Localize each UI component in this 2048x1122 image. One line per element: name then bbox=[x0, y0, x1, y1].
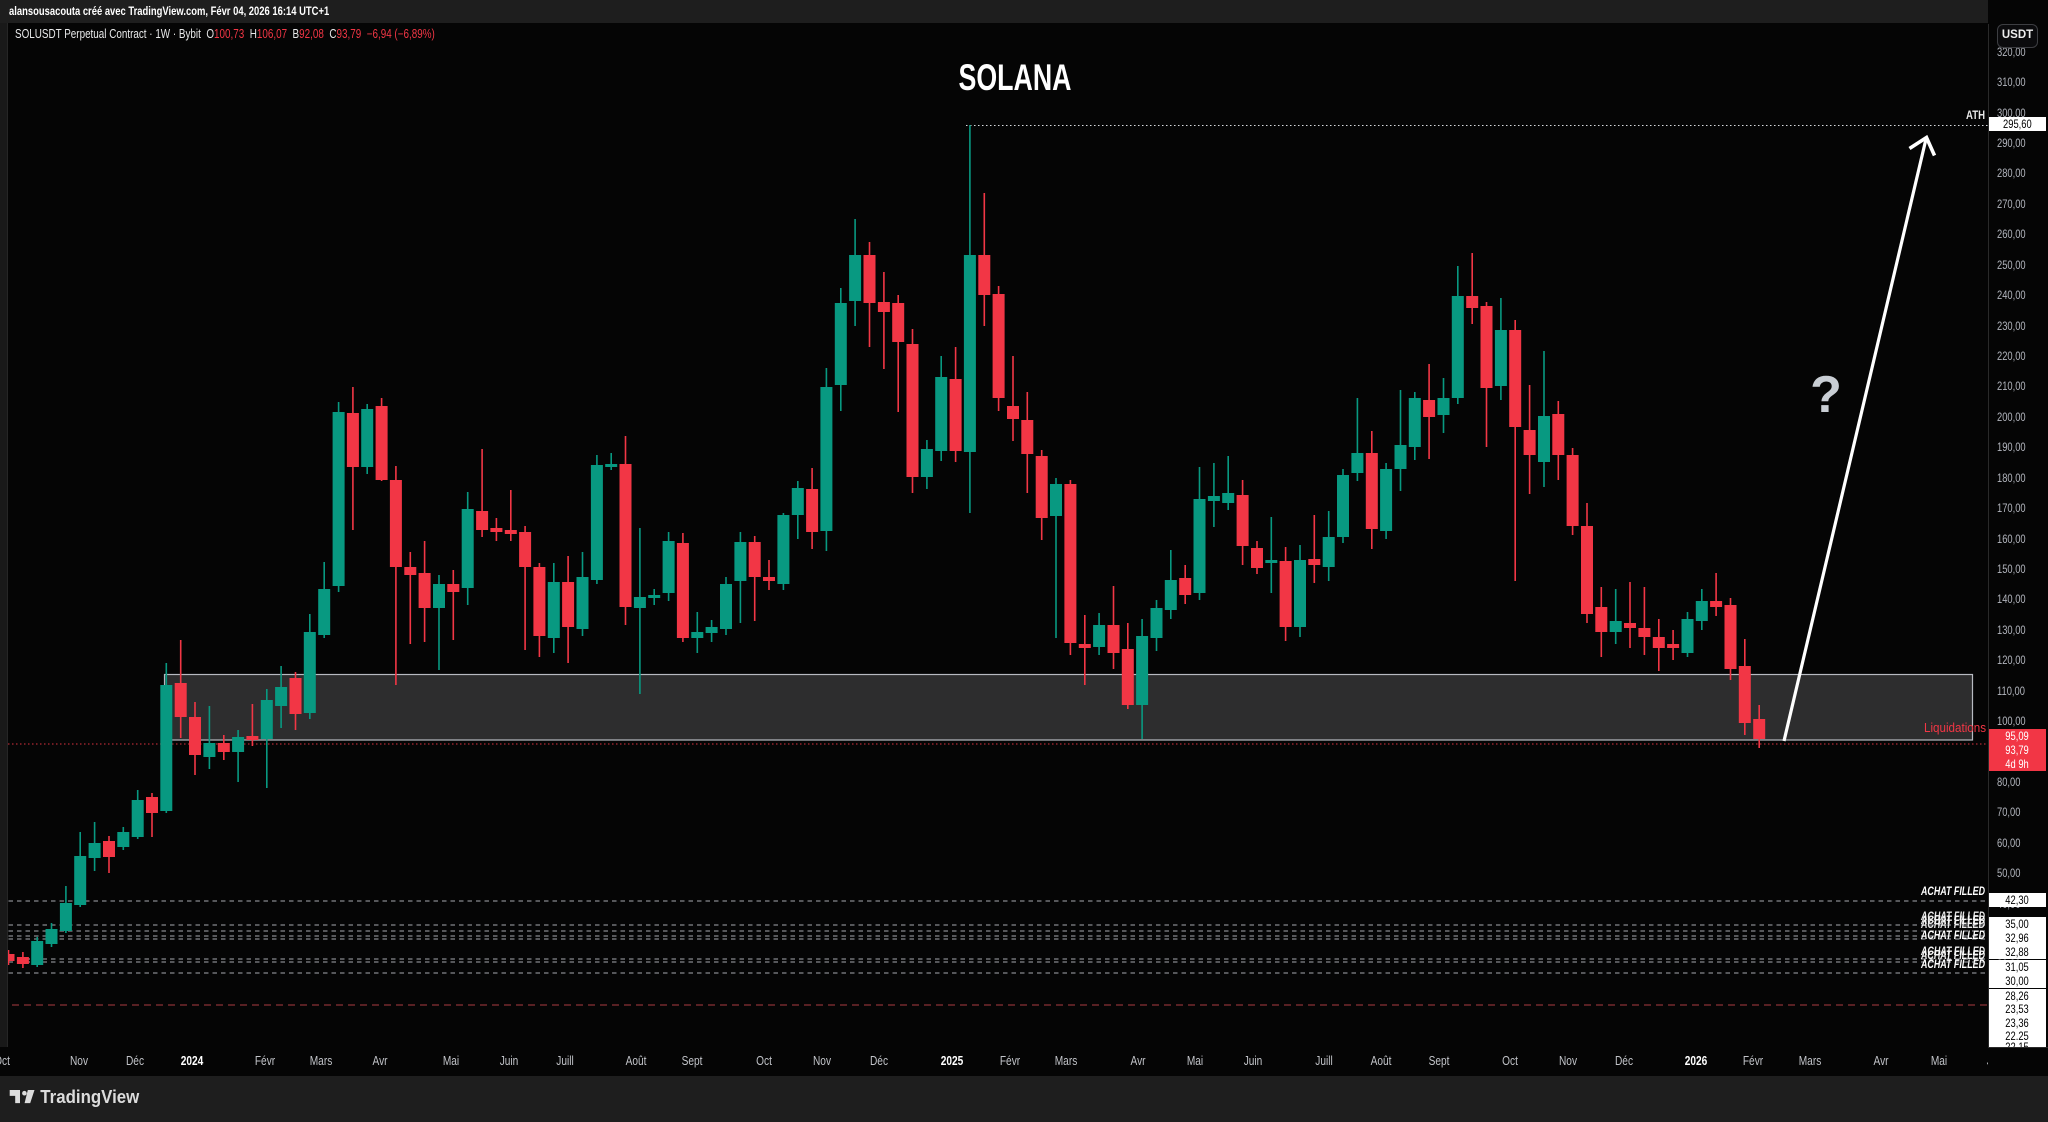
svg-text:ACHAT FILLED: ACHAT FILLED bbox=[1920, 930, 1985, 942]
svg-text:ACHAT FILLED: ACHAT FILLED bbox=[1920, 946, 1985, 958]
svg-text:ACHAT FILLED: ACHAT FILLED bbox=[1920, 950, 1985, 962]
svg-text:TradingView: TradingView bbox=[40, 1086, 140, 1107]
svg-text:ACHAT FILLED: ACHAT FILLED bbox=[1920, 915, 1985, 927]
svg-text:ACHAT FILLED: ACHAT FILLED bbox=[1920, 886, 1985, 898]
svg-text:ATH: ATH bbox=[1966, 110, 1985, 122]
svg-text:ACHAT FILLED: ACHAT FILLED bbox=[1920, 919, 1985, 931]
svg-text:Liquidations: Liquidations bbox=[1924, 721, 1986, 735]
svg-text:SOLANA: SOLANA bbox=[959, 57, 1072, 98]
svg-text:ACHAT FILLED: ACHAT FILLED bbox=[1920, 959, 1985, 971]
svg-text:ACHAT FILLED: ACHAT FILLED bbox=[1920, 911, 1985, 923]
svg-text:?: ? bbox=[1810, 366, 1842, 424]
